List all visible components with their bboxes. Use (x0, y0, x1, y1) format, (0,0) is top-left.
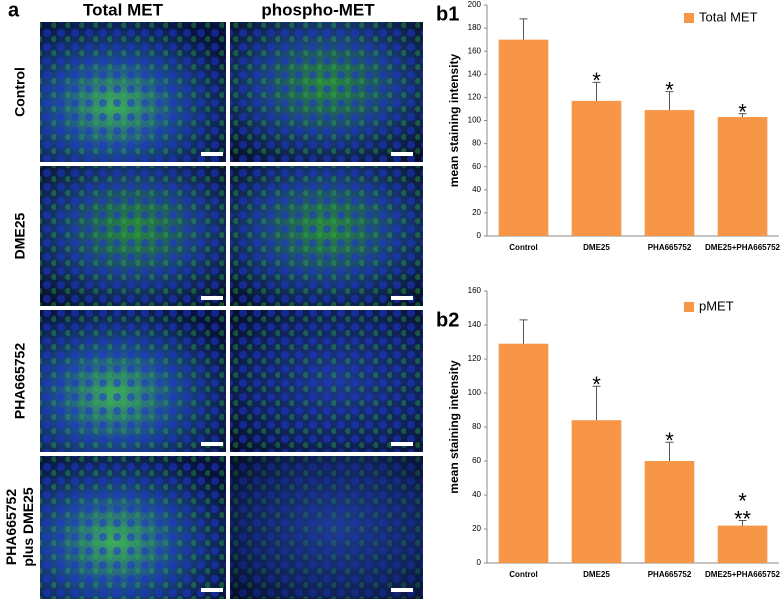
y-tick-label: 60 (472, 456, 481, 465)
row-label: plus DME25 (20, 487, 36, 567)
row-label: DME25 (12, 212, 28, 259)
bar (717, 117, 768, 236)
y-tick-label: 160 (468, 286, 482, 295)
y-tick-label: 140 (468, 320, 482, 329)
x-tick-label: PHA665752 (648, 570, 692, 579)
x-tick-label: DME25 (583, 570, 610, 579)
panel-label: a (8, 0, 20, 21)
error-bar (738, 113, 747, 118)
error-bar (519, 18, 528, 40)
y-tick-label: 200 (468, 0, 482, 9)
y-tick-label: 100 (468, 116, 482, 125)
bar (717, 525, 768, 563)
panel-label: b2 (436, 309, 459, 331)
bar (571, 100, 622, 237)
legend-swatch (684, 13, 694, 23)
x-tick-label: DME25 (583, 243, 610, 252)
legend-label: Total MET (699, 9, 758, 24)
error-bar (738, 520, 747, 526)
x-tick-label: DME25+PHA665752 (705, 243, 780, 252)
legend-label: pMET (699, 298, 734, 313)
bar (644, 110, 695, 236)
column-header: phospho-MET (261, 0, 375, 19)
significance-marker: * (665, 77, 674, 102)
significance-marker: ** (734, 506, 752, 531)
x-tick-label: Control (509, 243, 537, 252)
bar (498, 39, 549, 237)
bar (571, 420, 622, 563)
row-label: Control (12, 67, 28, 117)
y-tick-label: 60 (472, 162, 481, 171)
significance-marker: * (738, 488, 747, 513)
legend-swatch (684, 302, 694, 312)
bar (498, 343, 549, 563)
y-tick-label: 160 (468, 46, 482, 55)
error-bar (665, 441, 674, 461)
y-tick-label: 80 (472, 422, 481, 431)
y-tick-label: 0 (477, 231, 482, 240)
y-tick-label: 140 (468, 69, 482, 78)
bar (644, 461, 695, 563)
error-bar (592, 385, 601, 421)
y-tick-label: 120 (468, 93, 482, 102)
x-tick-label: PHA665752 (648, 243, 692, 252)
error-bar (665, 91, 674, 111)
y-tick-label: 180 (468, 23, 482, 32)
significance-marker: * (592, 372, 601, 397)
y-tick-label: 80 (472, 139, 481, 148)
y-axis-label: mean staining intensity (447, 53, 461, 187)
error-bar (519, 319, 528, 344)
significance-marker: * (665, 428, 674, 453)
y-tick-label: 20 (472, 524, 481, 533)
y-tick-label: 40 (472, 490, 481, 499)
y-tick-label: 40 (472, 185, 481, 194)
panel-label: b1 (436, 3, 459, 25)
row-label: PHA665752 (3, 489, 19, 565)
y-tick-label: 0 (477, 558, 482, 567)
y-tick-label: 20 (472, 208, 481, 217)
significance-marker: * (738, 99, 747, 124)
micrographs (40, 22, 423, 599)
y-tick-label: 120 (468, 354, 482, 363)
row-label: PHA665752 (12, 343, 28, 419)
x-tick-label: Control (509, 570, 537, 579)
significance-marker: * (592, 68, 601, 93)
y-tick-label: 100 (468, 388, 482, 397)
y-axis-label: mean staining intensity (447, 360, 461, 494)
x-tick-label: DME25+PHA665752 (705, 570, 780, 579)
column-header: Total MET (83, 0, 164, 19)
error-bar (592, 81, 601, 101)
